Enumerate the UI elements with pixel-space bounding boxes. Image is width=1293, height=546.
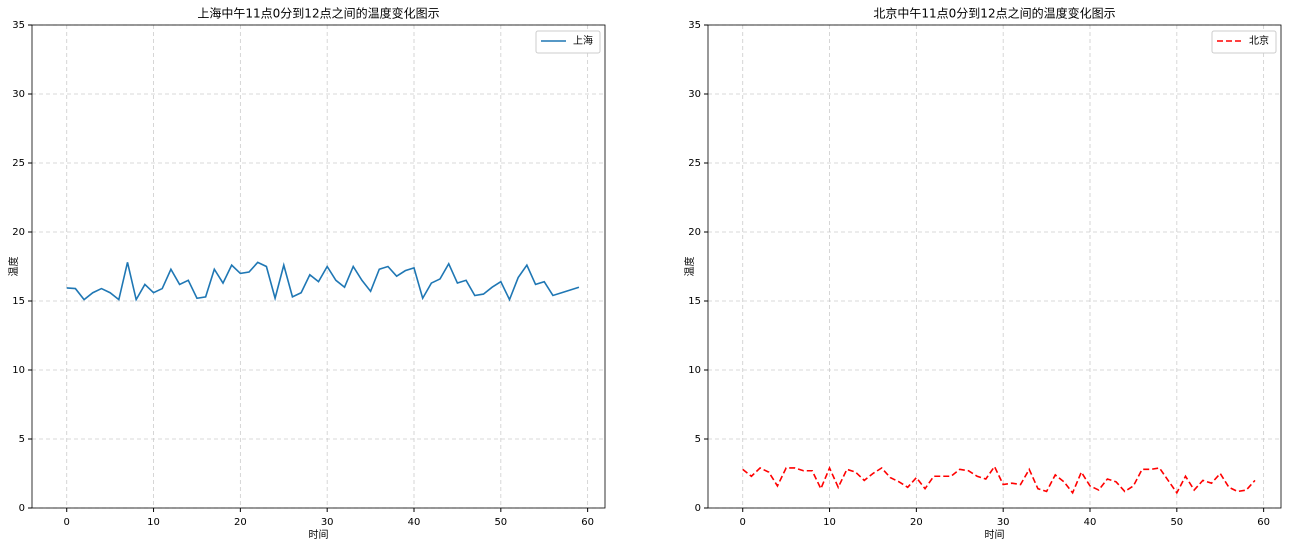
plot-frame [31, 24, 606, 509]
y-tick-label: 35 [688, 20, 701, 31]
y-tick-label: 10 [688, 365, 701, 376]
y-axis-label: 温度 [683, 257, 696, 277]
x-tick-label: 40 [1084, 517, 1097, 528]
y-tick-label: 25 [12, 158, 25, 169]
chart-title: 上海中午11点0分到12点之间的温度变化图示 [197, 6, 439, 21]
y-tick-label: 20 [12, 227, 25, 238]
x-tick-label: 10 [823, 517, 836, 528]
x-tick-label: 60 [1257, 517, 1270, 528]
y-tick-label: 10 [12, 365, 25, 376]
legend-label: 北京 [1249, 34, 1269, 47]
y-tick-label: 5 [695, 434, 701, 445]
y-tick-label: 35 [12, 20, 25, 31]
x-tick-label: 50 [1170, 517, 1183, 528]
y-tick-label: 15 [688, 296, 701, 307]
y-tick-label: 30 [688, 89, 701, 100]
x-tick-label: 20 [910, 517, 923, 528]
x-tick-label: 0 [740, 517, 746, 528]
x-axis-label: 时间 [309, 528, 329, 541]
y-tick-label: 15 [12, 296, 25, 307]
x-tick-label: 30 [997, 517, 1010, 528]
chart-title: 北京中午11点0分到12点之间的温度变化图示 [873, 6, 1115, 21]
x-tick-label: 60 [581, 517, 594, 528]
x-tick-label: 0 [64, 517, 70, 528]
legend-label: 上海 [573, 34, 593, 47]
x-axis-label: 时间 [985, 528, 1005, 541]
x-tick-label: 30 [321, 517, 334, 528]
x-tick-label: 20 [234, 517, 247, 528]
y-tick-label: 30 [12, 89, 25, 100]
legend-box [1211, 30, 1277, 54]
legend-box [535, 30, 601, 54]
y-tick-label: 0 [695, 503, 701, 514]
plot-frame [707, 24, 1282, 509]
x-tick-label: 50 [494, 517, 507, 528]
y-axis-label: 温度 [7, 257, 20, 277]
data-line [66, 261, 580, 302]
y-tick-label: 5 [19, 434, 25, 445]
x-tick-label: 10 [147, 517, 160, 528]
data-line [742, 465, 1256, 495]
y-tick-label: 20 [688, 227, 701, 238]
y-tick-label: 25 [688, 158, 701, 169]
y-tick-label: 0 [19, 503, 25, 514]
x-tick-label: 40 [408, 517, 421, 528]
